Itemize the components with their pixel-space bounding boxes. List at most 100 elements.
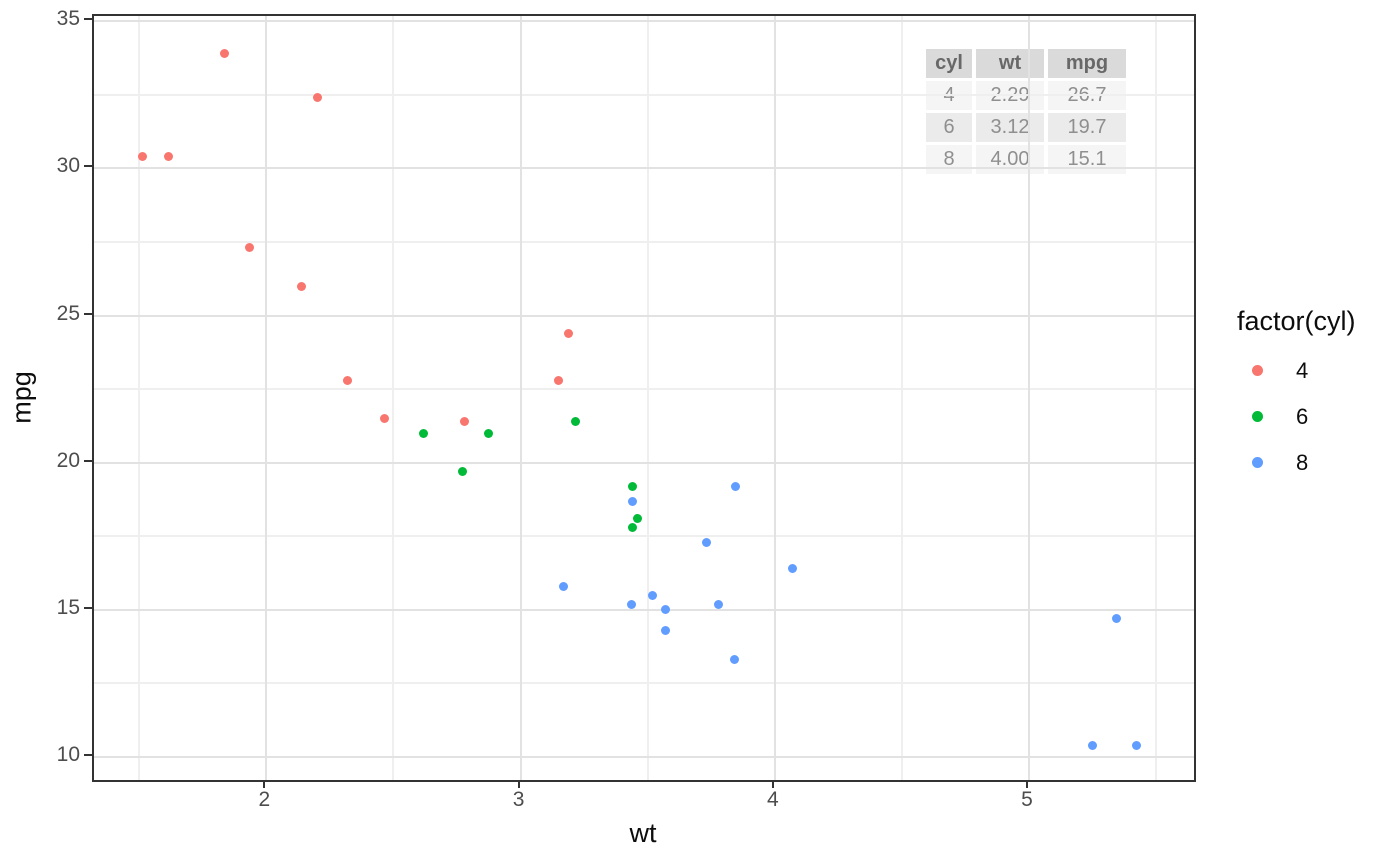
table-header-cell: wt [976,49,1044,78]
y-major-gridline [94,167,1194,170]
x-tick-mark [263,780,266,788]
table-cell: 19.7 [1048,113,1126,142]
y-tick-mark [84,459,92,462]
data-point-cyl6 [627,481,637,491]
x-minor-gridline [1155,16,1158,780]
x-minor-gridline [138,16,141,780]
x-axis-title: wt [629,818,657,848]
data-point-cyl8 [660,625,670,635]
data-point-cyl8 [788,564,798,574]
x-minor-gridline [900,16,903,780]
table-cell: 3.12 [976,113,1044,142]
y-major-gridline [94,20,1194,23]
data-point-cyl8 [559,581,569,591]
table-cell: 4.00 [976,145,1044,174]
legend-item-label: 6 [1296,404,1309,429]
y-tick-label: 35 [56,7,80,31]
x-major-gridline [265,16,268,780]
y-major-gridline [94,314,1194,317]
data-point-cyl4 [219,49,229,59]
data-point-cyl8 [1088,740,1098,750]
y-tick-mark [84,754,92,757]
legend-item-label: 8 [1296,450,1309,475]
data-point-cyl8 [729,655,739,665]
data-point-cyl4 [343,375,353,385]
legend-item: 4 [1230,359,1400,383]
x-tick-label: 3 [512,788,525,811]
y-major-gridline [94,608,1194,611]
legend-key-dot [1252,365,1263,376]
data-point-cyl4 [380,414,390,424]
data-point-cyl4 [163,152,173,162]
y-tick-label: 20 [56,448,80,472]
legend-key-dot [1252,411,1263,422]
data-point-cyl4 [460,417,470,427]
legend-item-label: 4 [1296,358,1309,383]
x-tick-mark [771,780,774,788]
inset-table-header-row: cyl wt mpg [926,49,1126,78]
y-major-gridline [94,756,1194,759]
data-point-cyl8 [660,605,670,615]
data-point-cyl4 [554,375,564,385]
y-minor-gridline [94,93,1194,96]
data-point-cyl6 [627,522,637,532]
data-point-cyl6 [570,417,580,427]
y-tick-label: 30 [56,154,80,178]
y-major-gridline [94,461,1194,464]
x-tick-label: 2 [258,788,271,811]
data-point-cyl4 [312,93,322,103]
y-tick-label: 15 [56,595,80,619]
data-point-cyl8 [1132,740,1142,750]
legend: factor(cyl) 4 6 8 [1230,300,1400,490]
x-minor-gridline [646,16,649,780]
legend-item: 8 [1230,451,1400,475]
legend-item: 6 [1230,405,1400,429]
x-tick-label: 5 [1021,788,1033,811]
data-point-cyl4 [138,152,148,162]
data-point-cyl8 [1112,614,1122,624]
inset-table-header: cyl wt mpg [926,49,1126,78]
data-point-cyl8 [714,599,724,609]
data-point-cyl6 [419,428,429,438]
data-point-cyl8 [701,537,711,547]
y-tick-mark [84,606,92,609]
y-tick-mark [84,18,92,21]
y-tick-label: 10 [56,743,80,767]
table-header-cell: cyl [926,49,972,78]
x-major-gridline [519,16,522,780]
data-point-cyl4 [297,281,307,291]
y-minor-gridline [94,535,1194,538]
y-tick-label: 25 [56,301,80,325]
x-tick-mark [1026,780,1028,788]
y-axis-title: mpg [6,371,37,424]
data-point-cyl6 [484,428,494,438]
data-point-cyl8 [626,599,636,609]
table-cell: 15.1 [1048,145,1126,174]
x-tick-mark [517,780,520,788]
x-minor-gridline [392,16,395,780]
y-minor-gridline [94,682,1194,685]
legend-key-dot [1252,457,1263,468]
x-tick-label: 4 [766,788,779,811]
data-point-cyl6 [457,467,467,477]
data-point-cyl6 [633,514,643,524]
table-header-cell: mpg [1048,49,1126,78]
table-cell: 8 [926,145,972,174]
legend-title: factor(cyl) [1237,306,1356,336]
y-minor-gridline [94,388,1194,391]
x-major-gridline [773,16,776,780]
data-point-cyl4 [245,243,255,253]
y-tick-mark [84,165,92,168]
y-tick-mark [84,312,92,315]
y-minor-gridline [94,241,1194,244]
data-point-cyl8 [648,590,658,600]
data-point-cyl8 [730,481,740,491]
table-cell: 6 [926,113,972,142]
inset-table-row: 8 4.00 15.1 [926,145,1126,174]
inset-table-row: 6 3.12 19.7 [926,113,1126,142]
data-point-cyl4 [564,328,574,338]
data-point-cyl8 [627,496,637,506]
